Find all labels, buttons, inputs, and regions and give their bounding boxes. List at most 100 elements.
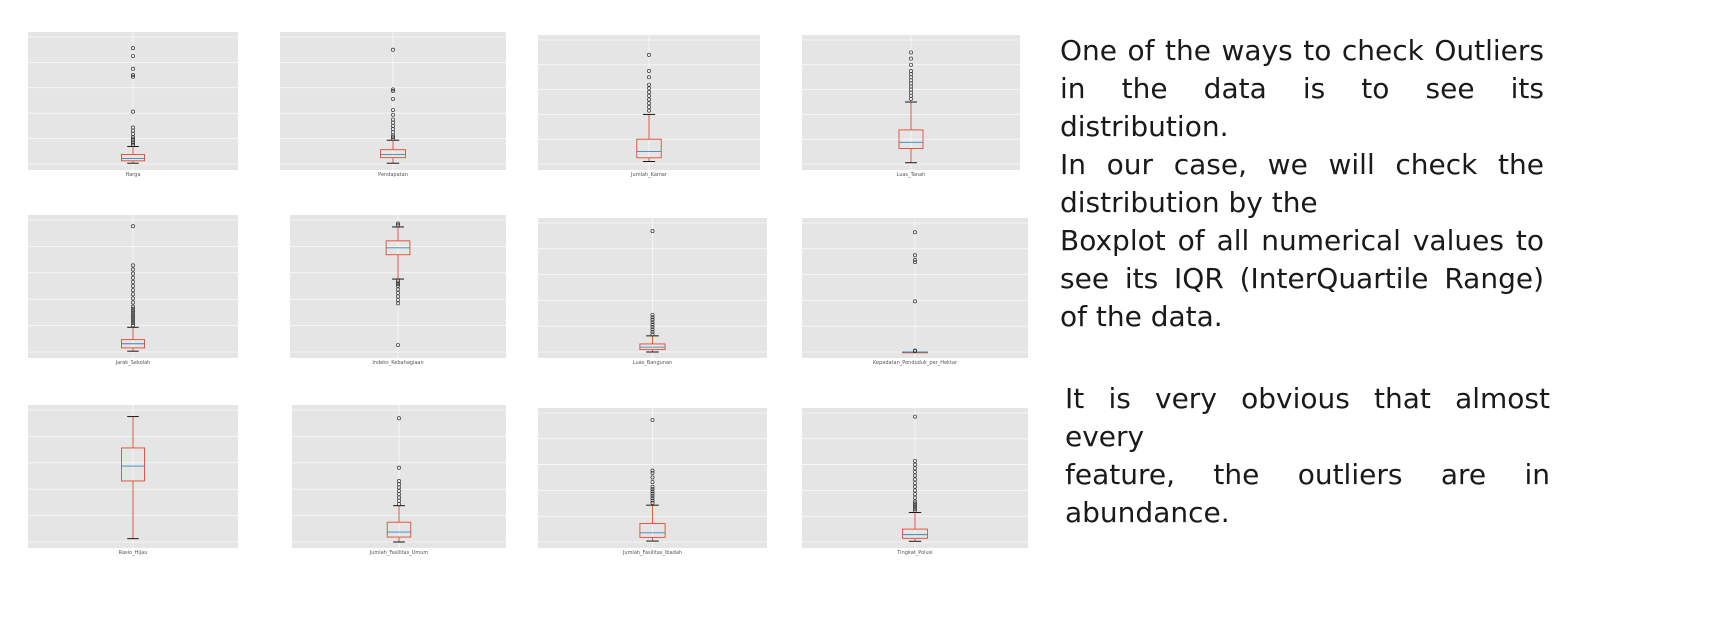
outlier-point <box>396 280 400 285</box>
outlier-point <box>647 86 651 91</box>
outlier-point <box>397 416 401 421</box>
boxplot-svg <box>292 405 506 548</box>
intro-line: Boxplot of all numerical values to <box>1060 224 1544 257</box>
intro-line: One of the ways to check Outliers <box>1060 34 1544 67</box>
outlier-point <box>131 136 135 141</box>
outlier-point <box>650 480 655 485</box>
boxplot-svg <box>280 32 506 170</box>
outlier-point <box>131 66 135 71</box>
boxplot-svg <box>802 35 1020 170</box>
outlier-point <box>650 332 655 337</box>
iqr-box <box>902 528 928 539</box>
boxplot-svg <box>802 218 1028 358</box>
iqr-box <box>385 240 411 256</box>
outlier-point <box>131 284 135 288</box>
boxplot-svg <box>538 218 767 358</box>
x-axis-label: Indeks_Kebahagiaan <box>372 360 424 366</box>
conclusion-paragraph: It is very obvious that almost every fea… <box>1065 380 1550 532</box>
outlier-point <box>131 109 135 114</box>
outlier-point <box>131 74 135 79</box>
boxplot-panel: Jumlah_Kamar <box>538 35 760 178</box>
outlier-point <box>650 317 655 322</box>
iqr-box <box>898 129 924 149</box>
outlier-point <box>650 229 655 234</box>
outlier-point <box>909 56 913 61</box>
outlier-point <box>913 508 917 513</box>
outlier-point <box>131 317 135 321</box>
outlier-point <box>913 501 917 506</box>
outlier-point <box>650 496 655 501</box>
outlier-point <box>650 498 655 503</box>
boxplot-svg <box>28 405 238 548</box>
outlier-point <box>909 62 913 67</box>
outlier-point <box>131 300 135 305</box>
boxplot-svg <box>28 215 238 358</box>
outlier-point <box>650 500 655 505</box>
x-axis-label: Jumlah_Kamar <box>631 172 667 178</box>
outlier-point <box>913 299 917 304</box>
boxplot-svg <box>538 35 760 170</box>
outlier-point <box>391 135 395 139</box>
outlier-point <box>650 320 655 325</box>
outlier-point <box>913 499 917 504</box>
outlier-point <box>396 223 400 228</box>
outlier-point <box>131 304 135 309</box>
outlier-point <box>131 267 135 272</box>
x-axis-label: Luas_Tanah <box>896 172 926 178</box>
outlier-point <box>913 473 917 478</box>
outlier-point <box>650 315 655 320</box>
boxplot-panel: Kepadatan_Penduduk_per_Hektar <box>802 218 1028 366</box>
outlier-point <box>391 87 395 92</box>
outlier-point <box>913 505 917 509</box>
outlier-point <box>131 310 135 315</box>
outlier-point <box>913 257 917 262</box>
outlier-point <box>131 292 135 297</box>
outlier-point <box>391 117 395 122</box>
outlier-point <box>391 108 395 112</box>
outlier-point <box>131 279 135 284</box>
outlier-point <box>131 323 135 328</box>
outlier-point <box>647 90 651 95</box>
outlier-point <box>650 325 655 329</box>
boxplot-panel: Luas_Bangunan <box>538 218 767 366</box>
outlier-point <box>650 329 655 334</box>
iqr-box <box>386 521 412 538</box>
outlier-point <box>647 108 651 113</box>
x-axis-label: Jumlah_Fasilitas_Umum <box>369 550 429 556</box>
outlier-point <box>131 314 135 319</box>
outlier-point <box>391 112 395 117</box>
boxplot-panel: Tingkat_Polusi <box>802 408 1028 556</box>
outlier-point <box>131 271 135 276</box>
outlier-point <box>913 414 917 419</box>
intro-line: in the data is to see its distribution. <box>1060 72 1544 143</box>
intro-line: In our case, we will check the <box>1060 148 1544 181</box>
outlier-point <box>650 484 655 489</box>
intro-paragraph: One of the ways to check Outliers in the… <box>1060 32 1544 336</box>
outlier-point <box>650 312 655 317</box>
outlier-point <box>131 46 135 51</box>
outlier-point <box>131 288 135 293</box>
iqr-box <box>380 149 406 159</box>
outlier-point <box>647 93 651 98</box>
boxplot-panel: Jumlah_Fasilitas_Umum <box>292 405 506 556</box>
outlier-point <box>396 343 400 348</box>
outlier-point <box>913 477 917 482</box>
conclusion-line: abundance. <box>1065 496 1230 529</box>
outlier-point <box>913 470 917 474</box>
outlier-point <box>131 125 135 130</box>
outlier-point <box>650 327 655 332</box>
outlier-point <box>913 462 917 467</box>
outlier-point <box>391 96 395 101</box>
outlier-point <box>650 417 655 422</box>
x-axis-label: Pendapatan <box>378 172 408 178</box>
outlier-point <box>650 491 655 496</box>
outlier-point <box>647 105 651 109</box>
intro-line: see its IQR (InterQuartile Range) <box>1060 262 1544 295</box>
outlier-point <box>913 488 917 493</box>
boxplot-svg <box>538 408 767 548</box>
outlier-point <box>650 322 655 327</box>
outlier-point <box>647 82 651 87</box>
x-axis-label: Tingkat_Polusi <box>897 550 933 556</box>
outlier-point <box>131 275 135 280</box>
outlier-point <box>131 263 135 268</box>
